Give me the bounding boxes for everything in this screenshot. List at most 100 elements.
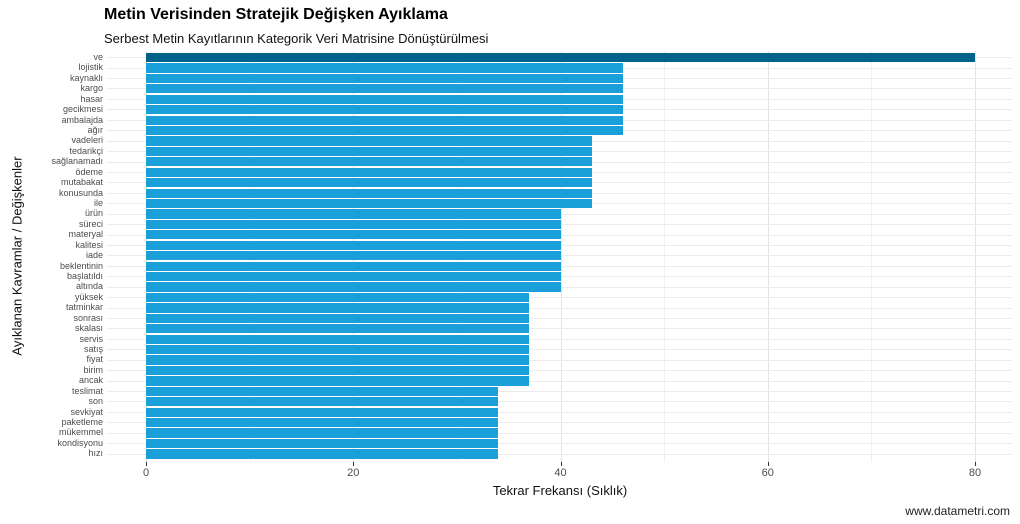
x-tick-mark xyxy=(975,462,976,466)
bar-süreci xyxy=(146,219,561,230)
category-label-ürün: ürün xyxy=(84,208,103,219)
category-label-kargo: kargo xyxy=(80,83,103,94)
category-label-satış: satış xyxy=(83,344,103,355)
bar-ağır xyxy=(146,126,623,136)
bar-paketleme xyxy=(146,418,499,428)
x-tick-label-60: 60 xyxy=(761,467,774,479)
bar-ancak xyxy=(146,376,530,386)
gridline-category xyxy=(107,453,1012,455)
gridline-category xyxy=(107,307,1012,309)
x-tick-label-80: 80 xyxy=(968,467,982,479)
gridline-minor xyxy=(871,51,873,462)
bar-teslimat xyxy=(146,386,499,396)
gridline-category xyxy=(107,359,1012,361)
bar-vadeleri xyxy=(146,136,592,146)
x-tick-mark xyxy=(767,462,769,466)
plot-panel xyxy=(107,51,1012,462)
category-label-kondisyonu: kondisyonu xyxy=(57,437,103,448)
category-label-kaynaklı: kaynaklı xyxy=(69,72,103,83)
gridline-category xyxy=(107,328,1012,330)
bar-ödeme xyxy=(146,167,592,177)
gridline-category xyxy=(107,380,1012,382)
category-label-birim: birim xyxy=(83,364,104,375)
category-label-altında: altında xyxy=(75,281,103,292)
bar-kargo xyxy=(146,84,623,94)
category-label-hızı: hızı xyxy=(88,448,103,459)
bar-beklentinin xyxy=(146,261,561,271)
bar-iade xyxy=(146,251,561,261)
gridline-major xyxy=(975,51,976,462)
category-label-ödeme: ödeme xyxy=(75,166,103,177)
watermark-text: www.datametri.com xyxy=(905,504,1010,518)
chart-title: Metin Verisinden Stratejik Değişken Ayık… xyxy=(104,6,448,23)
bar-servis xyxy=(146,334,530,344)
category-label-ambalajda: ambalajda xyxy=(61,114,103,125)
bar-tedarikçi xyxy=(146,146,592,157)
x-tick-mark xyxy=(146,462,147,466)
category-label-iade: iade xyxy=(85,250,103,261)
gridline-category xyxy=(107,338,1012,340)
category-label-beklentinin: beklentinin xyxy=(59,260,103,271)
category-label-tatminkar: tatminkar xyxy=(65,302,103,313)
category-label-sonrası: sonrası xyxy=(73,312,103,323)
bar-sonrası xyxy=(146,313,530,323)
bar-ve xyxy=(146,53,975,63)
bar-sağlanamadı xyxy=(146,157,592,167)
gridline-category xyxy=(107,422,1012,424)
bar-sevkiyat xyxy=(146,407,499,417)
bar-ile xyxy=(146,199,592,209)
gridline-major xyxy=(560,51,562,462)
bar-başlatıldı xyxy=(146,272,561,282)
gridline-category xyxy=(107,432,1012,434)
bar-son xyxy=(146,397,499,407)
bar-lojistik xyxy=(146,63,623,73)
category-label-sağlanamadı: sağlanamadı xyxy=(51,156,103,167)
bar-ürün xyxy=(146,209,561,219)
bar-altında xyxy=(146,282,561,292)
bar-tatminkar xyxy=(146,303,530,313)
gridline-category xyxy=(107,370,1012,372)
category-label-vadeleri: vadeleri xyxy=(71,135,103,146)
category-label-materyal: materyal xyxy=(68,229,103,240)
x-tick-label-20: 20 xyxy=(347,467,360,479)
bar-mükemmel xyxy=(146,428,499,438)
category-label-ağır: ağır xyxy=(87,125,103,135)
gridline-category xyxy=(107,411,1012,413)
category-label-ve: ve xyxy=(93,52,103,62)
bar-hızı xyxy=(146,449,499,459)
gridline-major xyxy=(767,51,769,462)
x-tick-mark xyxy=(560,462,562,466)
category-label-tedarikçi: tedarikçi xyxy=(69,145,103,156)
bar-hasar xyxy=(146,94,623,104)
x-axis-title: Tekrar Frekansı (Sıklık) xyxy=(492,483,628,498)
gridline-category xyxy=(107,443,1012,445)
category-label-paketleme: paketleme xyxy=(61,417,103,428)
bar-fiyat xyxy=(146,355,530,365)
category-label-lojistik: lojistik xyxy=(78,62,103,73)
category-label-süreci: süreci xyxy=(78,218,103,229)
x-tick-mark xyxy=(353,462,355,466)
gridline-category xyxy=(107,297,1012,299)
gridline-category xyxy=(107,390,1012,392)
category-label-sevkiyat: sevkiyat xyxy=(70,406,103,417)
bar-kaynaklı xyxy=(146,73,623,84)
bar-gecikmesi xyxy=(146,105,623,115)
bar-yüksek xyxy=(146,292,530,303)
category-label-gecikmesi: gecikmesi xyxy=(62,104,103,115)
gridline-category xyxy=(107,401,1012,403)
category-label-teslimat: teslimat xyxy=(71,385,103,396)
bar-satış xyxy=(146,345,530,355)
category-label-son: son xyxy=(88,396,103,407)
category-label-servis: servis xyxy=(79,333,103,344)
bar-materyal xyxy=(146,230,561,240)
category-label-ancak: ancak xyxy=(78,375,103,386)
gridline-category xyxy=(107,349,1012,351)
category-label-skalası: skalası xyxy=(74,323,103,334)
x-tick-label-0: 0 xyxy=(142,467,150,479)
x-tick-label-40: 40 xyxy=(554,467,567,479)
category-label-mükemmel: mükemmel xyxy=(58,427,103,438)
bar-konusunda xyxy=(146,188,592,198)
category-label-yüksek: yüksek xyxy=(74,291,103,302)
bar-ambalajda xyxy=(146,115,623,125)
category-label-hasar: hasar xyxy=(80,93,103,104)
